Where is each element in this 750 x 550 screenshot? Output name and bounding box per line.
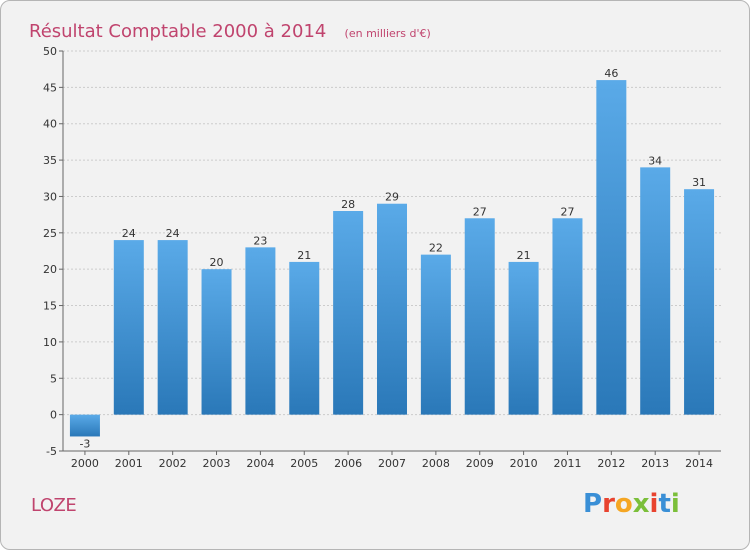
x-tick-label: 2010	[510, 457, 538, 470]
data-label: 46	[604, 67, 618, 80]
x-tick-label: 2003	[203, 457, 231, 470]
x-tick-label: 2001	[115, 457, 143, 470]
y-tick-label: 50	[43, 45, 57, 58]
y-tick-label: 45	[43, 81, 57, 94]
logo-letter: r	[602, 489, 615, 519]
axes: -5 0 5 10 15 20 25 30 35 40 45 50 2000 2001 2002 2003 20…	[43, 45, 721, 470]
x-tick-label: 2000	[71, 457, 99, 470]
bar	[640, 167, 671, 415]
bar	[508, 261, 539, 415]
x-tick-label: 2006	[334, 457, 362, 470]
logo-letter: i	[649, 489, 659, 519]
data-label: 24	[122, 227, 136, 240]
data-label: 27	[560, 205, 574, 218]
bar	[201, 269, 232, 415]
x-tick-label: 2004	[246, 457, 274, 470]
commune-name: LOZE	[31, 495, 77, 516]
x-tick-label: 2012	[597, 457, 625, 470]
data-labels: -3 24 24 20 23 21 28 29 22 27 21 27 46 34 31	[79, 67, 706, 450]
logo-letter: t	[658, 489, 671, 519]
x-tick-label: 2009	[466, 457, 494, 470]
y-tick-label: 0	[50, 409, 57, 422]
data-label: 34	[648, 154, 662, 167]
x-tick-label: 2008	[422, 457, 450, 470]
x-tick-label: 2013	[641, 457, 669, 470]
logo-letter: i	[670, 489, 680, 519]
x-tick-label: 2014	[685, 457, 713, 470]
data-label: 31	[692, 176, 706, 189]
logo-letter: x	[632, 489, 650, 519]
bars	[69, 80, 715, 437]
x-tick-label: 2011	[553, 457, 581, 470]
bar	[464, 218, 495, 415]
bar	[69, 414, 100, 437]
y-tick-label: -5	[46, 445, 57, 458]
y-tick-label: 20	[43, 263, 57, 276]
bar	[684, 189, 715, 415]
data-label: 21	[517, 249, 531, 262]
bar	[289, 261, 320, 415]
bar	[245, 247, 276, 415]
y-tick-label: 30	[43, 190, 57, 203]
y-tick-label: 35	[43, 154, 57, 167]
x-tick-label: 2002	[159, 457, 187, 470]
logo-letter: o	[614, 489, 633, 519]
bar	[596, 80, 627, 415]
data-label: 20	[210, 256, 224, 269]
bar	[113, 240, 144, 415]
bar	[420, 254, 451, 415]
chart-title-unit: (en milliers d'€)	[344, 27, 431, 40]
data-label: 24	[166, 227, 180, 240]
data-label: 27	[473, 205, 487, 218]
bar	[157, 240, 188, 415]
bar	[377, 203, 407, 415]
chart-title-main: Résultat Comptable 2000 à 2014	[29, 21, 327, 42]
x-tick-label: 2005	[290, 457, 318, 470]
bar	[552, 218, 583, 415]
data-label: -3	[79, 437, 90, 450]
logo-letter: P	[583, 489, 603, 519]
y-tick-label: 25	[43, 227, 57, 240]
chart-title: Résultat Comptable 2000 à 2014 (en milli…	[29, 7, 431, 45]
y-tick-label: 10	[43, 336, 57, 349]
proxiti-logo[interactable]: Proxiti	[583, 489, 680, 519]
bar	[333, 211, 364, 415]
data-label: 22	[429, 242, 443, 255]
y-tick-label: 5	[50, 372, 57, 385]
data-label: 21	[297, 249, 311, 262]
y-tick-label: 15	[43, 300, 57, 313]
x-tick-label: 2007	[378, 457, 406, 470]
y-tick-label: 40	[43, 118, 57, 131]
data-label: 23	[253, 234, 267, 247]
data-label: 29	[385, 191, 399, 204]
data-label: 28	[341, 198, 355, 211]
